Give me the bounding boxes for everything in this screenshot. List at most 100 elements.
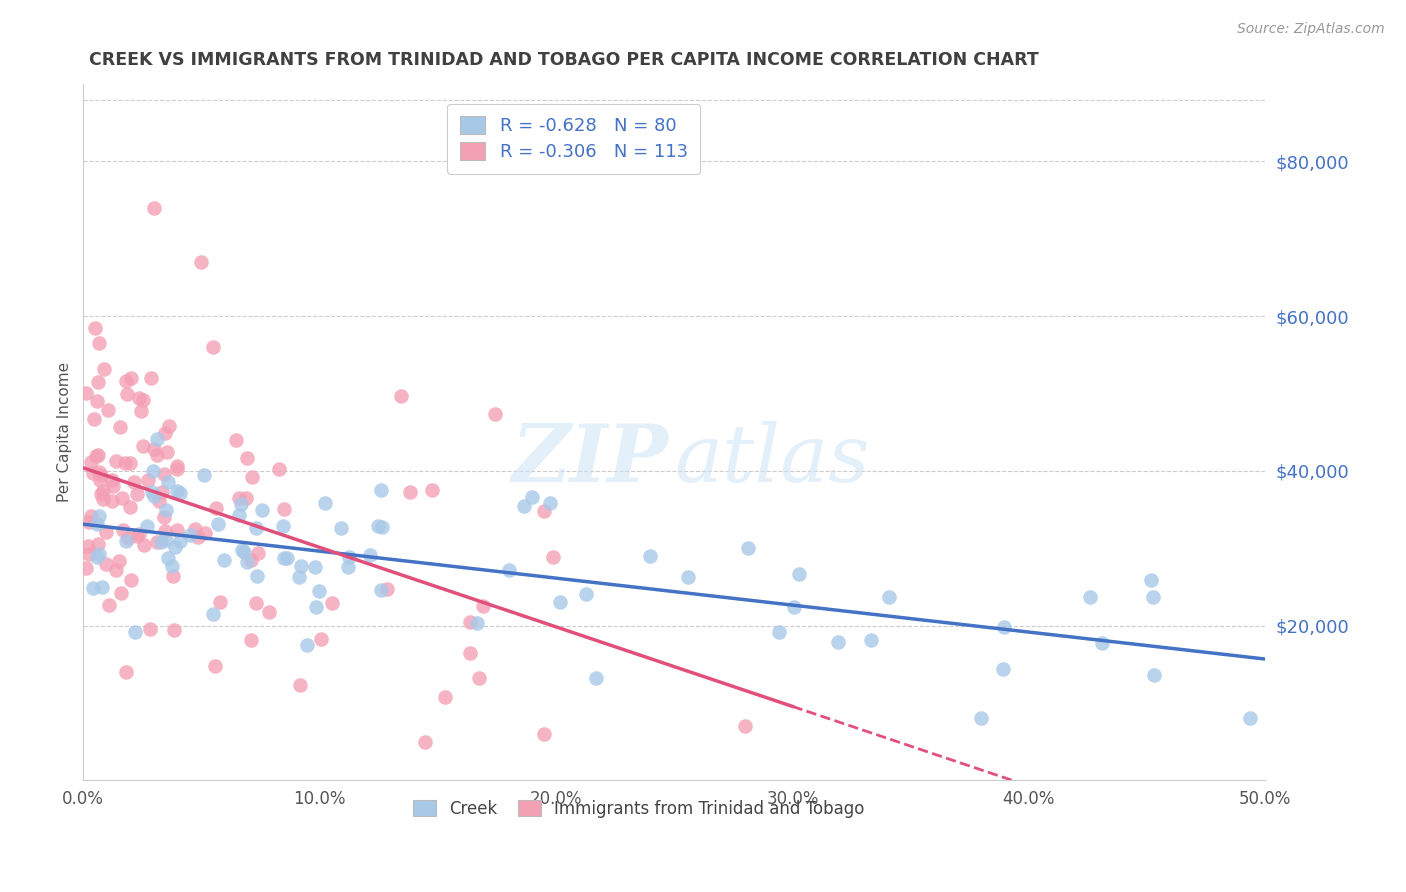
- Point: [86, 517, 108, 532]
- Point: [399, 484, 422, 499]
- Point: [84, 450, 107, 464]
- Point: [117, 531, 139, 545]
- Point: [166, 458, 188, 473]
- Point: [87, 537, 110, 551]
- Point: [142, 464, 165, 478]
- Point: [235, 555, 257, 569]
- Point: [212, 552, 235, 566]
- Point: [1078, 590, 1101, 604]
- Point: [166, 484, 188, 499]
- Point: [207, 517, 229, 532]
- Point: [162, 569, 184, 583]
- Point: [179, 528, 201, 542]
- Point: [304, 560, 326, 574]
- Point: [783, 599, 806, 614]
- Y-axis label: Per Capita Income: Per Capita Income: [58, 362, 72, 502]
- Point: [235, 491, 257, 505]
- Point: [97, 598, 120, 612]
- Point: [79, 515, 101, 529]
- Point: [83, 412, 105, 426]
- Point: [87, 465, 110, 479]
- Point: [768, 625, 790, 640]
- Point: [142, 442, 165, 456]
- Text: CREEK VS IMMIGRANTS FROM TRINIDAD AND TOBAGO PER CAPITA INCOME CORRELATION CHART: CREEK VS IMMIGRANTS FROM TRINIDAD AND TO…: [89, 51, 1039, 69]
- Point: [276, 550, 298, 565]
- Point: [239, 632, 262, 647]
- Point: [105, 454, 128, 468]
- Point: [91, 492, 114, 507]
- Point: [420, 483, 443, 497]
- Point: [827, 634, 849, 648]
- Point: [148, 494, 170, 508]
- Point: [273, 550, 295, 565]
- Point: [465, 615, 488, 630]
- Point: [359, 548, 381, 562]
- Point: [118, 456, 141, 470]
- Point: [75, 560, 97, 574]
- Point: [458, 646, 481, 660]
- Point: [290, 678, 312, 692]
- Point: [433, 690, 456, 705]
- Point: [132, 392, 155, 407]
- Point: [89, 547, 111, 561]
- Point: [367, 519, 389, 533]
- Point: [86, 549, 108, 564]
- Point: [184, 522, 207, 536]
- Point: [533, 727, 555, 741]
- Point: [193, 468, 215, 483]
- Point: [94, 558, 117, 572]
- Point: [295, 638, 318, 652]
- Point: [86, 393, 108, 408]
- Point: [91, 484, 114, 499]
- Point: [90, 486, 112, 500]
- Point: [370, 583, 392, 598]
- Point: [111, 491, 134, 505]
- Point: [169, 534, 191, 549]
- Point: [166, 523, 188, 537]
- Point: [82, 467, 104, 481]
- Point: [94, 524, 117, 539]
- Point: [93, 361, 115, 376]
- Point: [305, 599, 328, 614]
- Point: [370, 483, 392, 497]
- Point: [139, 371, 162, 385]
- Point: [1142, 591, 1164, 605]
- Point: [105, 562, 128, 576]
- Point: [734, 719, 756, 733]
- Point: [229, 497, 252, 511]
- Point: [101, 473, 124, 487]
- Point: [288, 570, 311, 584]
- Point: [146, 432, 169, 446]
- Point: [413, 734, 436, 748]
- Point: [548, 595, 571, 609]
- Point: [484, 407, 506, 421]
- Point: [245, 521, 267, 535]
- Point: [153, 509, 176, 524]
- Point: [204, 659, 226, 673]
- Point: [157, 419, 180, 434]
- Point: [115, 375, 138, 389]
- Point: [143, 489, 166, 503]
- Point: [86, 376, 108, 390]
- Point: [155, 503, 177, 517]
- Point: [737, 541, 759, 556]
- Point: [156, 550, 179, 565]
- Point: [141, 485, 163, 500]
- Point: [246, 569, 269, 583]
- Text: ZIP: ZIP: [512, 421, 668, 499]
- Point: [859, 633, 882, 648]
- Point: [110, 586, 132, 600]
- Point: [136, 519, 159, 533]
- Point: [194, 526, 217, 541]
- Point: [120, 371, 142, 385]
- Point: [152, 485, 174, 500]
- Point: [208, 595, 231, 609]
- Point: [202, 607, 225, 622]
- Point: [190, 255, 212, 269]
- Point: [136, 473, 159, 487]
- Point: [112, 523, 135, 537]
- Legend: Creek, Immigrants from Trinidad and Tobago: Creek, Immigrants from Trinidad and Toba…: [406, 793, 872, 824]
- Point: [124, 475, 146, 490]
- Point: [124, 625, 146, 640]
- Point: [162, 559, 184, 574]
